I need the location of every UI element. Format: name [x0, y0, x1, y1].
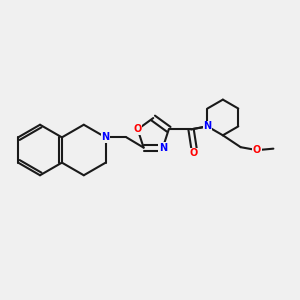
- Text: O: O: [253, 145, 261, 155]
- Text: N: N: [159, 142, 167, 153]
- Text: O: O: [190, 148, 198, 158]
- Text: O: O: [134, 124, 142, 134]
- Text: N: N: [102, 132, 110, 142]
- Text: N: N: [203, 122, 211, 131]
- Text: N: N: [203, 122, 211, 131]
